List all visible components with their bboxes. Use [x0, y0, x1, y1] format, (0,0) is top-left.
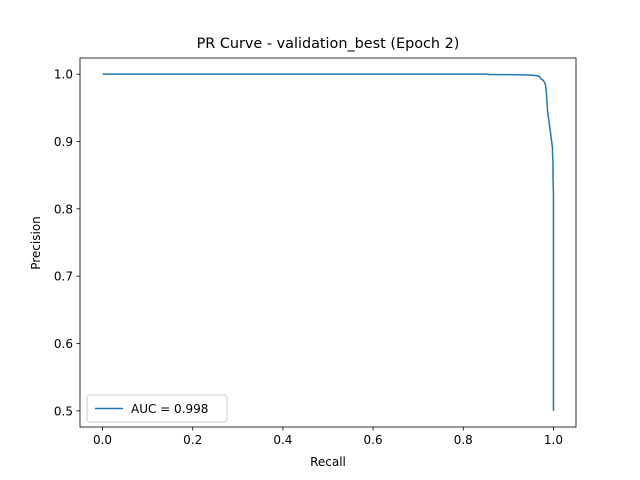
- x-tick-label: 0.4: [273, 433, 292, 447]
- y-tick-label: 0.7: [54, 270, 73, 284]
- chart-title: PR Curve - validation_best (Epoch 2): [197, 36, 460, 52]
- legend-entry-label: AUC = 0.998: [131, 402, 208, 416]
- axes-frame: [79, 57, 577, 428]
- y-tick-label: 1.0: [54, 68, 73, 82]
- x-tick-label: 0.8: [454, 433, 473, 447]
- y-tick-label: 0.8: [54, 202, 73, 216]
- legend-box: [86, 394, 228, 423]
- y-tick-label: 0.9: [54, 135, 73, 149]
- y-tick-label: 0.6: [54, 337, 73, 351]
- curve-layer: [102, 73, 555, 411]
- legend: AUC = 0.998: [86, 394, 228, 423]
- x-tick-label: 0.6: [364, 433, 383, 447]
- x-tick-label: 1.0: [544, 433, 563, 447]
- pr-curve-line-0: [102, 73, 555, 411]
- y-tick-label: 0.5: [54, 404, 73, 418]
- plot-area: 0.0 0.2 0.4 0.6 0.8 1.0 0.5 0.6 0.7 0.8 0.9 1.0: [54, 57, 577, 447]
- x-axis-ticks: 0.0 0.2 0.4 0.6 0.8 1.0: [93, 427, 563, 447]
- y-axis-label: Precision: [29, 216, 43, 270]
- x-tick-label: 0.0: [93, 433, 112, 447]
- x-tick-label: 0.2: [183, 433, 202, 447]
- y-axis-ticks: 0.5 0.6 0.7 0.8 0.9 1.0: [54, 68, 80, 418]
- x-axis-label: Recall: [310, 455, 346, 469]
